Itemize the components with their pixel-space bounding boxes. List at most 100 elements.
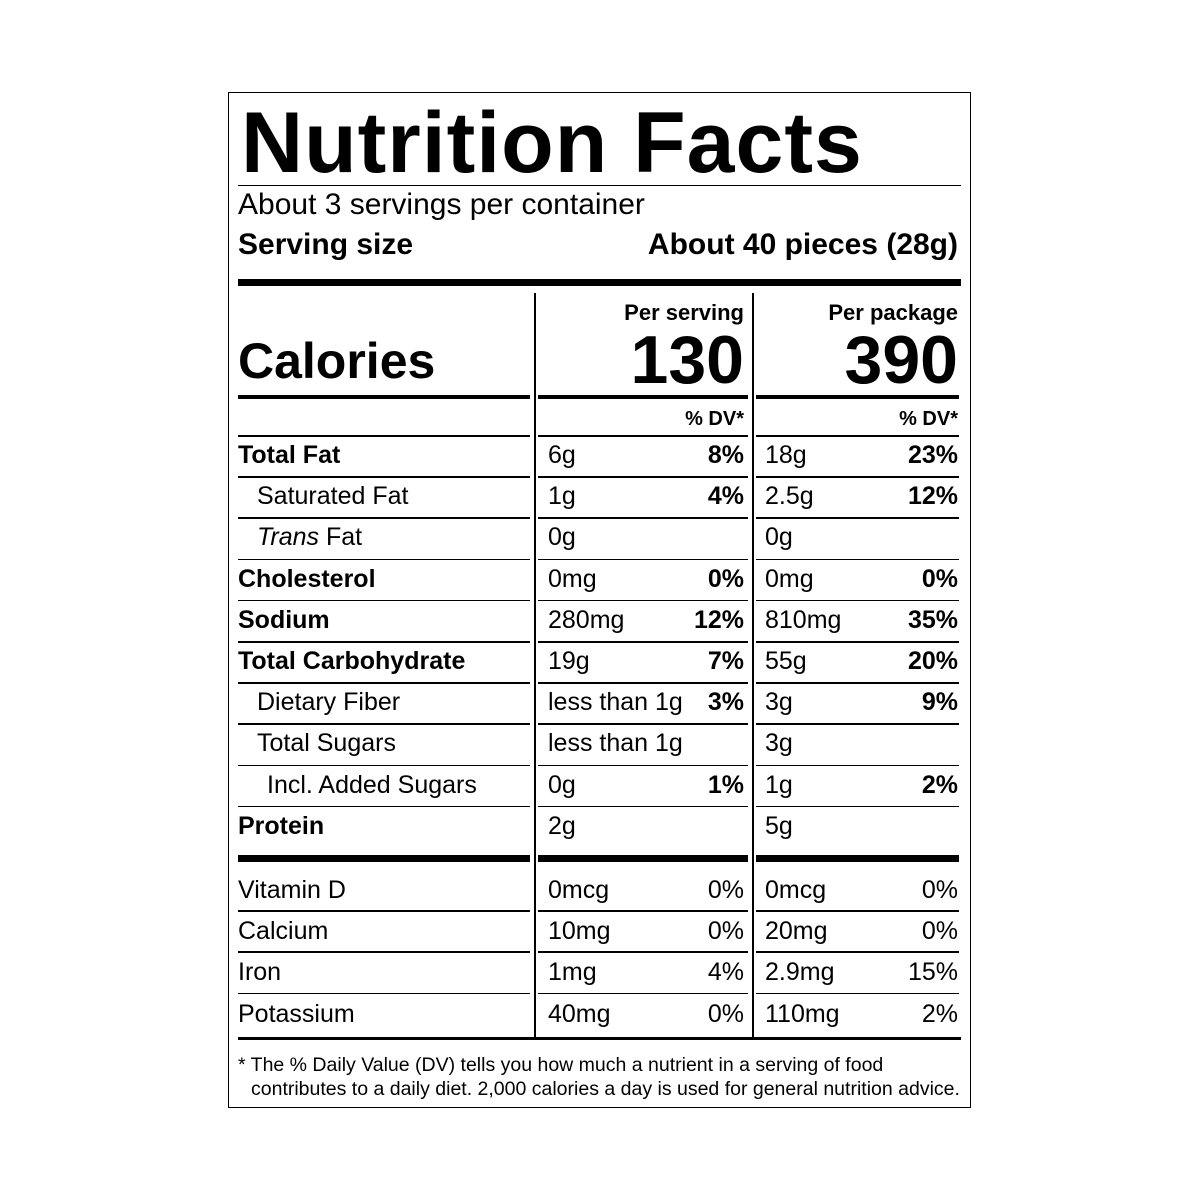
footnote-divider xyxy=(238,1037,961,1040)
row-divider-top-3 xyxy=(756,435,959,437)
micro-package-dv: 0% xyxy=(921,876,958,904)
row-divider-1 xyxy=(238,682,530,684)
micro-row-divider-3 xyxy=(756,951,959,953)
row-divider-1 xyxy=(238,517,530,519)
micro-serving-dv: 0% xyxy=(707,917,744,946)
footnote-line-2: contributes to a daily diet. 2,000 calor… xyxy=(251,1078,960,1100)
micros-thick-divider-3 xyxy=(756,855,959,862)
column-divider-1 xyxy=(534,293,536,1038)
row-divider-1 xyxy=(238,599,530,602)
nutrient-name: Total Sugars xyxy=(257,729,396,758)
package-dv: 23% xyxy=(907,441,958,469)
serving-dv: 4% xyxy=(707,482,744,511)
serving-dv: 1% xyxy=(707,770,744,799)
micro-row-divider-2 xyxy=(538,951,748,953)
calories-per-package: 390 xyxy=(844,322,958,398)
package-dv: 12% xyxy=(907,482,958,511)
micro-package-amount: 2.9mg xyxy=(765,958,835,987)
serving-amount: less than 1g xyxy=(548,729,683,758)
nutrient-name: Incl. Added Sugars xyxy=(267,770,477,799)
package-amount: 55g xyxy=(765,647,807,675)
micro-serving-amount: 1mg xyxy=(548,958,597,987)
row-divider-2 xyxy=(538,805,748,808)
label-title: Nutrition Facts xyxy=(241,95,863,191)
row-divider-3 xyxy=(756,682,959,684)
package-amount: 0g xyxy=(765,523,793,552)
micros-thick-divider-2 xyxy=(538,855,748,862)
serving-amount: 0g xyxy=(548,770,576,799)
package-amount: 2.5g xyxy=(765,482,814,511)
package-dv: 2% xyxy=(921,770,958,799)
row-divider-top-1 xyxy=(238,435,530,437)
calories-label: Calories xyxy=(238,333,436,389)
row-divider-3 xyxy=(756,517,959,519)
row-divider-3 xyxy=(756,723,959,725)
title-divider xyxy=(238,185,961,186)
package-dv: 0% xyxy=(921,564,958,593)
package-amount: 810mg xyxy=(765,605,842,634)
serving-amount: 2g xyxy=(548,811,576,840)
micro-row-divider-3 xyxy=(756,910,959,912)
micro-serving-dv: 0% xyxy=(707,999,744,1028)
micro-serving-dv: 0% xyxy=(707,876,744,904)
nutrient-name-rest: Fat xyxy=(319,523,363,552)
micro-name: Calcium xyxy=(238,917,329,946)
nutrient-name: Saturated Fat xyxy=(257,482,409,511)
micro-row-divider-1 xyxy=(238,910,530,912)
serving-size-label: Serving size xyxy=(238,228,414,261)
calories-divider-left xyxy=(238,395,530,399)
row-divider-1 xyxy=(238,805,530,808)
row-divider-3 xyxy=(756,599,959,602)
nutrient-name-italic: Trans xyxy=(257,523,320,552)
serving-amount: 0g xyxy=(548,523,576,552)
serving-amount: less than 1g xyxy=(548,688,683,717)
row-divider-1 xyxy=(238,641,530,643)
micro-serving-amount: 10mg xyxy=(548,917,611,946)
package-dv: 9% xyxy=(921,688,958,717)
micro-row-divider-3 xyxy=(756,992,959,995)
row-divider-2 xyxy=(538,641,748,643)
calories-divider-right xyxy=(756,395,959,399)
footnote-line-1: * The % Daily Value (DV) tells you how m… xyxy=(238,1054,884,1076)
micro-name: Potassium xyxy=(238,999,355,1028)
row-divider-2 xyxy=(538,476,748,478)
footnote: * The % Daily Value (DV) tells you how m… xyxy=(238,1053,960,1101)
micro-package-amount: 110mg xyxy=(765,999,840,1028)
micro-row-divider-1 xyxy=(238,992,530,995)
micro-package-dv: 15% xyxy=(907,958,958,987)
micros-thick-divider-1 xyxy=(238,855,530,862)
row-divider-1 xyxy=(238,764,530,767)
dv-header-serving: % DV* xyxy=(685,408,744,430)
package-amount: 5g xyxy=(765,811,793,840)
row-divider-2 xyxy=(538,558,748,561)
calories-per-serving: 130 xyxy=(630,322,744,398)
row-divider-2 xyxy=(538,723,748,725)
micro-package-dv: 2% xyxy=(921,999,958,1028)
nutrient-name: Total Carbohydrate xyxy=(238,647,466,675)
dv-header-package: % DV* xyxy=(899,408,958,430)
row-divider-2 xyxy=(538,764,748,767)
row-divider-3 xyxy=(756,476,959,478)
micro-serving-dv: 4% xyxy=(707,958,744,987)
nutrient-name: Cholesterol xyxy=(238,564,376,593)
serving-amount: 0mg xyxy=(548,564,597,593)
nutrient-name: Protein xyxy=(238,811,325,840)
serving-amount: 19g xyxy=(548,647,590,675)
serving-size-value: About 40 pieces (28g) xyxy=(647,228,958,261)
serving-amount: 280mg xyxy=(548,605,625,634)
row-divider-3 xyxy=(756,641,959,643)
row-divider-2 xyxy=(538,599,748,602)
micro-name: Iron xyxy=(238,958,282,987)
serving-thick-divider xyxy=(238,279,961,286)
serving-amount: 1g xyxy=(548,482,576,511)
calories-divider-mid xyxy=(538,395,748,399)
row-divider-3 xyxy=(756,558,959,561)
micro-package-amount: 0mcg xyxy=(765,876,827,904)
package-dv: 20% xyxy=(907,647,958,675)
per-serving-header: Per serving xyxy=(624,300,744,325)
micro-serving-amount: 0mcg xyxy=(548,876,610,904)
micro-row-divider-2 xyxy=(538,910,748,912)
package-amount: 3g xyxy=(765,688,793,717)
row-divider-1 xyxy=(238,476,530,478)
per-package-header: Per package xyxy=(828,300,958,325)
